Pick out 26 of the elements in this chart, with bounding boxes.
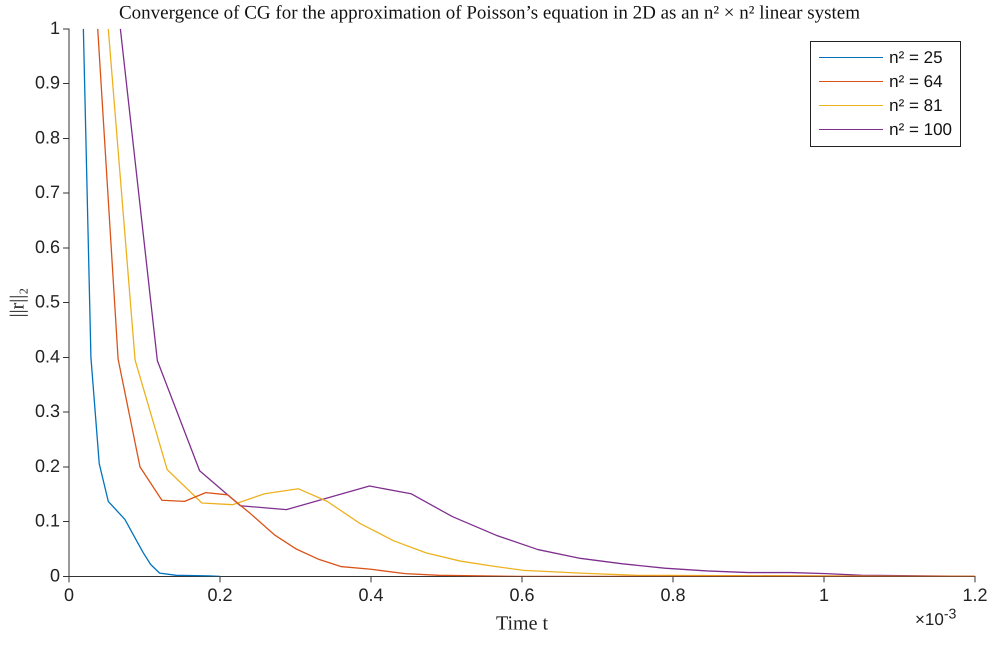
y-tick-label: 0.8 (34, 127, 60, 148)
x-tick-label: 0.4 (358, 585, 384, 606)
y-tick-label: 0.6 (34, 236, 60, 257)
y-tick-label: 0.4 (34, 346, 60, 366)
y-tick-label: 0.2 (34, 456, 60, 476)
y-tick-label: 0.7 (34, 182, 60, 202)
y-tick-label: 0.5 (34, 292, 60, 312)
legend-label: n² = 81 (889, 96, 943, 116)
x-tick-label: 0 (64, 585, 74, 606)
text: ×10$^{-3}$ (915, 606, 956, 630)
y-tick-label: 0 (50, 565, 60, 586)
legend-label: n² = 25 (889, 48, 943, 68)
y-tick-label: 0.3 (34, 401, 60, 422)
y-tick-label: 0.9 (34, 72, 60, 93)
y-tick-label: 0.1 (34, 510, 60, 531)
legend-label: n² = 64 (889, 72, 943, 92)
x-tick-label: 0.8 (660, 585, 686, 606)
legend-label: n² = 100 (889, 120, 952, 140)
y-axis-title: ||r||₂ (6, 288, 28, 318)
x-tick-label: 1.2 (962, 585, 988, 606)
y-tick-label: 1 (50, 18, 60, 38)
x-axis-title: Time t (496, 612, 548, 634)
chart-title: Convergence of CG for the approximation of Poisson’s equation in 2D as an n² × n² linear system (119, 2, 860, 24)
x-tick-label: 0.2 (208, 585, 233, 606)
x-tick-label: 1 (818, 585, 830, 606)
x-tick-label: 0.6 (509, 585, 535, 606)
